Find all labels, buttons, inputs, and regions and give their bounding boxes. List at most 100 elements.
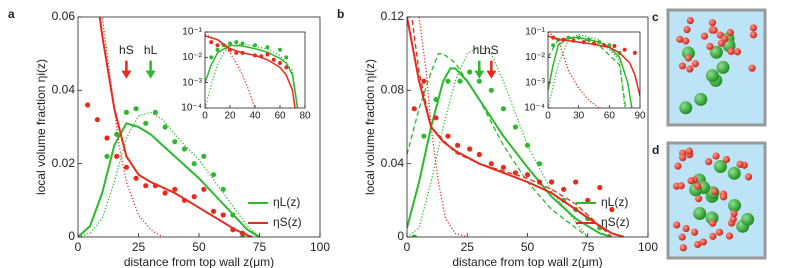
data-point — [278, 47, 282, 52]
data-point — [612, 44, 617, 49]
small-particle — [694, 182, 702, 190]
x-tick-label: 60 — [604, 111, 616, 122]
small-particle — [700, 32, 709, 40]
data-point — [592, 41, 596, 46]
data-point — [234, 40, 239, 45]
large-particle — [694, 92, 708, 106]
data-point — [191, 194, 197, 200]
series-line — [407, 45, 589, 237]
data-point — [467, 146, 473, 152]
data-point — [500, 106, 506, 112]
x-tick-label: 75 — [253, 240, 267, 254]
y-tick-label: 10⁻¹ — [182, 27, 202, 38]
data-point — [597, 40, 602, 45]
large-particle — [716, 60, 730, 74]
sketch-panel: c — [652, 8, 767, 127]
large-particle — [741, 212, 755, 226]
data-point — [181, 146, 188, 152]
plot-marks — [548, 32, 640, 108]
axes-frame — [547, 31, 641, 109]
data-point — [586, 37, 591, 42]
data-point — [104, 135, 110, 141]
data-point — [215, 47, 220, 52]
small-particle — [687, 177, 695, 185]
data-point — [488, 161, 494, 167]
sketch-panel: d — [652, 141, 767, 260]
x-tick-label: 0 — [75, 240, 82, 254]
annotation: hS — [484, 43, 499, 57]
data-point — [240, 50, 245, 55]
data-point — [284, 55, 289, 60]
data-point — [549, 179, 555, 185]
small-particle — [736, 160, 744, 168]
y-tick-label: 0.06 — [52, 9, 76, 23]
data-point — [536, 161, 543, 167]
small-particle — [744, 173, 753, 181]
y-tick-label: 0.12 — [381, 9, 405, 23]
x-tick-label: 25 — [461, 240, 475, 254]
small-particle — [719, 193, 728, 201]
y-tick-label: 10⁻² — [182, 52, 202, 63]
x-tick-label: 60 — [274, 111, 286, 122]
x-tick-label: 20 — [224, 111, 236, 122]
data-point — [536, 179, 543, 185]
y-axis-label: local volume fraction ηi(z) — [34, 59, 48, 195]
y-tick-label: 10⁻⁴ — [181, 103, 202, 114]
small-particle — [722, 155, 731, 164]
data-point — [421, 78, 427, 84]
annotation: hS — [119, 43, 134, 57]
data-point — [133, 175, 139, 181]
data-point — [143, 183, 149, 189]
x-tick-label: 25 — [132, 240, 146, 254]
small-particle — [682, 37, 690, 45]
y-tick-label: 0.02 — [52, 156, 76, 170]
series-line — [548, 32, 600, 108]
data-point — [566, 35, 571, 40]
data-point — [239, 230, 246, 236]
x-tick-label: 90 — [634, 111, 646, 122]
data-point — [172, 186, 178, 192]
data-point — [561, 37, 566, 42]
data-point — [152, 109, 159, 115]
data-point — [123, 164, 129, 170]
large-particle — [693, 206, 707, 220]
data-point — [512, 124, 519, 130]
annotation-arrowhead — [474, 70, 485, 79]
small-particle — [708, 19, 717, 27]
small-particle — [684, 54, 693, 62]
small-particle — [679, 244, 687, 252]
data-point — [576, 35, 581, 40]
small-particle — [676, 35, 684, 43]
data-point — [609, 206, 615, 213]
large-particle — [728, 198, 742, 212]
data-point — [265, 52, 270, 57]
plot-marks — [205, 33, 299, 108]
data-point — [622, 47, 627, 52]
small-particle — [748, 64, 756, 72]
x-tick-label: 0 — [404, 240, 411, 254]
large-particle — [709, 45, 723, 59]
panel-label: d — [652, 143, 659, 157]
data-point — [215, 43, 220, 48]
data-point — [411, 106, 417, 112]
small-particle — [729, 215, 737, 223]
small-particle — [749, 31, 757, 39]
data-point — [210, 172, 217, 178]
data-point — [457, 78, 463, 84]
data-point — [162, 124, 168, 130]
small-particle — [682, 224, 690, 233]
legend-label: ηL(z) — [601, 195, 628, 209]
data-point — [220, 186, 226, 192]
data-point — [172, 139, 178, 145]
small-particle — [715, 228, 724, 236]
data-point — [253, 53, 257, 58]
data-point — [585, 197, 591, 203]
series-line — [78, 122, 261, 237]
data-point — [607, 43, 612, 48]
data-point — [467, 69, 473, 75]
x-tick-label: 50 — [521, 240, 535, 254]
series-line — [407, 67, 613, 237]
small-particle — [730, 209, 738, 218]
data-point — [228, 41, 232, 46]
